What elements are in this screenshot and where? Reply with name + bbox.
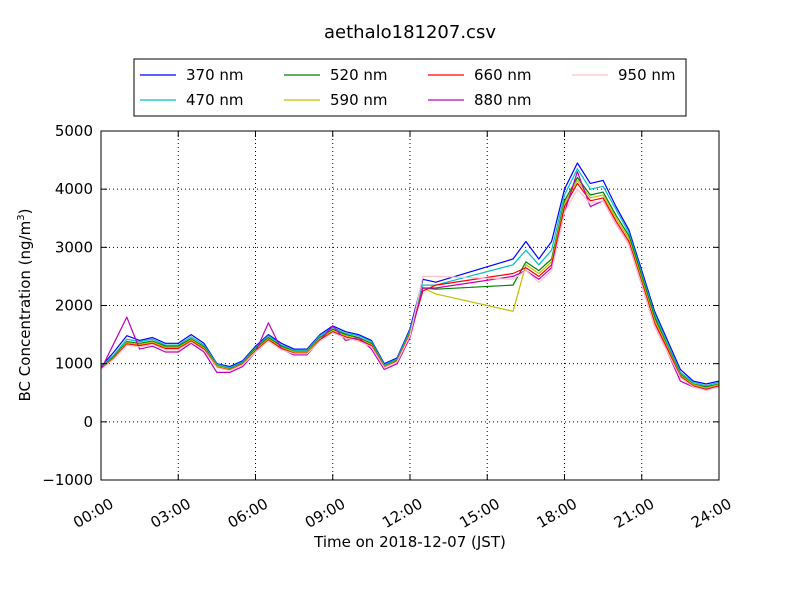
legend-label: 520 nm [330, 66, 388, 84]
grid-lines [101, 131, 719, 480]
legend-label: 660 nm [474, 66, 532, 84]
y-tick-label: 3000 [55, 238, 93, 256]
y-tick-label: −1000 [42, 471, 93, 489]
series-line-950-nm [100, 188, 720, 391]
series-lines [100, 162, 720, 391]
y-axis-label-superscript: 3 [16, 214, 27, 220]
legend-label: 590 nm [330, 91, 388, 109]
y-tick-labels: −1000 0 1000 2000 3000 4000 5000 [42, 122, 93, 489]
legend-label: 950 nm [618, 66, 676, 84]
chart-title: aethalo181207.csv [324, 22, 496, 43]
legend-label: 880 nm [474, 91, 532, 109]
x-axis-label: Time on 2018-12-07 (JST) [313, 533, 506, 551]
y-tick-label: 0 [83, 413, 93, 431]
series-line-470-nm [100, 168, 720, 387]
y-axis-label: BC Concentration (ng/m3) [16, 209, 34, 402]
y-tick-label: 2000 [55, 297, 93, 315]
y-tick-label: 4000 [55, 180, 93, 198]
y-axis-label-close: ) [16, 209, 34, 215]
legend-label: 470 nm [186, 91, 244, 109]
legend-label: 370 nm [186, 66, 244, 84]
legend-frame [133, 58, 687, 117]
y-tick-label: 5000 [55, 122, 93, 140]
legend: 370 nm 470 nm 520 nm 590 nm 660 nm 880 nm 950 … [133, 58, 687, 117]
axis-ticks [100, 130, 720, 481]
y-axis-label-main: BC Concentration (ng/m [16, 221, 34, 402]
y-tick-label: 1000 [55, 355, 93, 373]
